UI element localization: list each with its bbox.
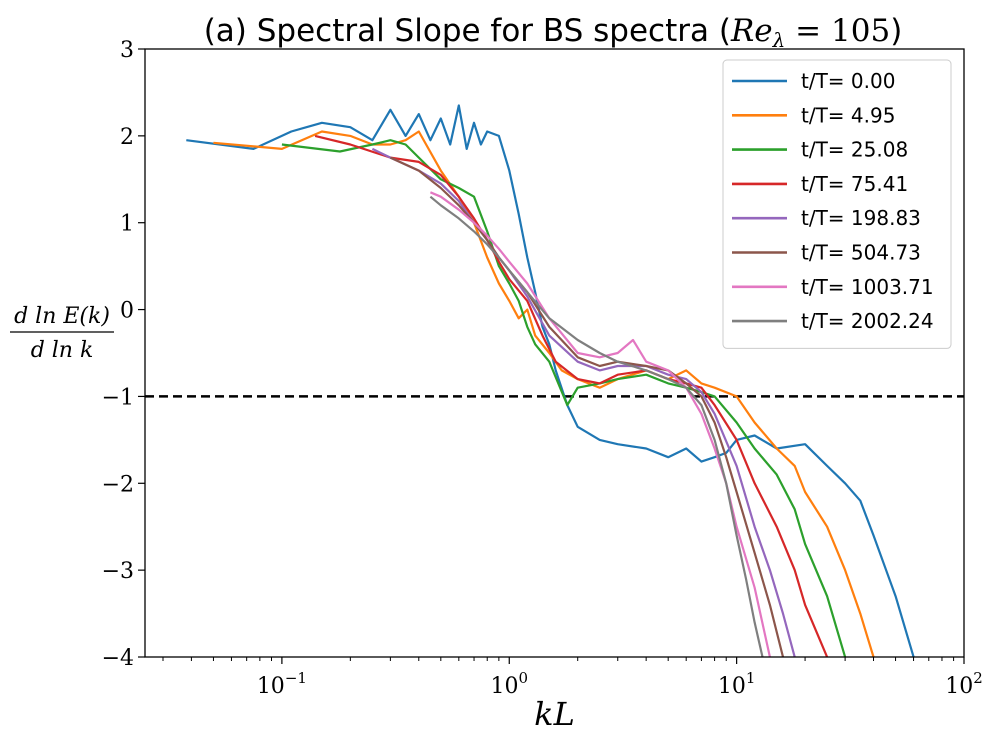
x-tick-label-3: 102	[945, 669, 983, 699]
series-line-7	[429, 195, 764, 657]
y-tick-label-1: 2	[120, 125, 134, 150]
legend-label-1: t/T= 4.95	[801, 103, 895, 127]
y-tick-label-0: 3	[120, 38, 134, 63]
x-axis-label: kL	[534, 695, 575, 733]
y-axis-label-numerator: d ln E(k)	[14, 304, 110, 329]
y-axis-label-denominator: d ln k	[31, 338, 94, 363]
legend-label-2: t/T= 25.08	[801, 138, 908, 162]
series-line-0	[186, 104, 915, 657]
legend-label-3: t/T= 75.41	[801, 172, 908, 196]
legend-label-0: t/T= 0.00	[801, 69, 895, 93]
y-tick-label-5: −2	[102, 472, 134, 497]
y-tick-label-6: −3	[102, 559, 134, 584]
series-line-3	[314, 134, 829, 657]
y-tick-label-3: 0	[120, 299, 134, 324]
plot-frame	[144, 48, 965, 658]
series-line-2	[281, 139, 847, 657]
axis-labels: kL d ln E(k) d ln k	[10, 304, 575, 733]
legend-label-4: t/T= 198.83	[801, 206, 921, 230]
series-layer	[186, 104, 915, 657]
legend-label-5: t/T= 504.73	[801, 241, 921, 265]
legend-box	[722, 59, 952, 349]
series-line-5	[389, 156, 785, 657]
x-tick-label-1: 100	[490, 669, 528, 699]
y-tick-label-4: −1	[102, 385, 134, 410]
x-tick-label-2: 101	[718, 669, 756, 699]
y-tick-label-2: 1	[120, 212, 134, 237]
chart-title: (a) Spectral Slope for BS spectra (Reλ =…	[204, 13, 903, 52]
x-tick-label-0: 10−1	[257, 669, 307, 699]
y-tick-label-7: −4	[102, 646, 134, 671]
series-line-4	[371, 147, 796, 657]
legend: t/T= 0.00 t/T= 4.95 t/T= 25.08 t/T= 75.41 t/…	[722, 59, 952, 349]
series-line-6	[429, 191, 771, 657]
legend-label-6: t/T= 1003.71	[801, 275, 934, 299]
legend-label-7: t/T= 2002.24	[801, 309, 934, 333]
